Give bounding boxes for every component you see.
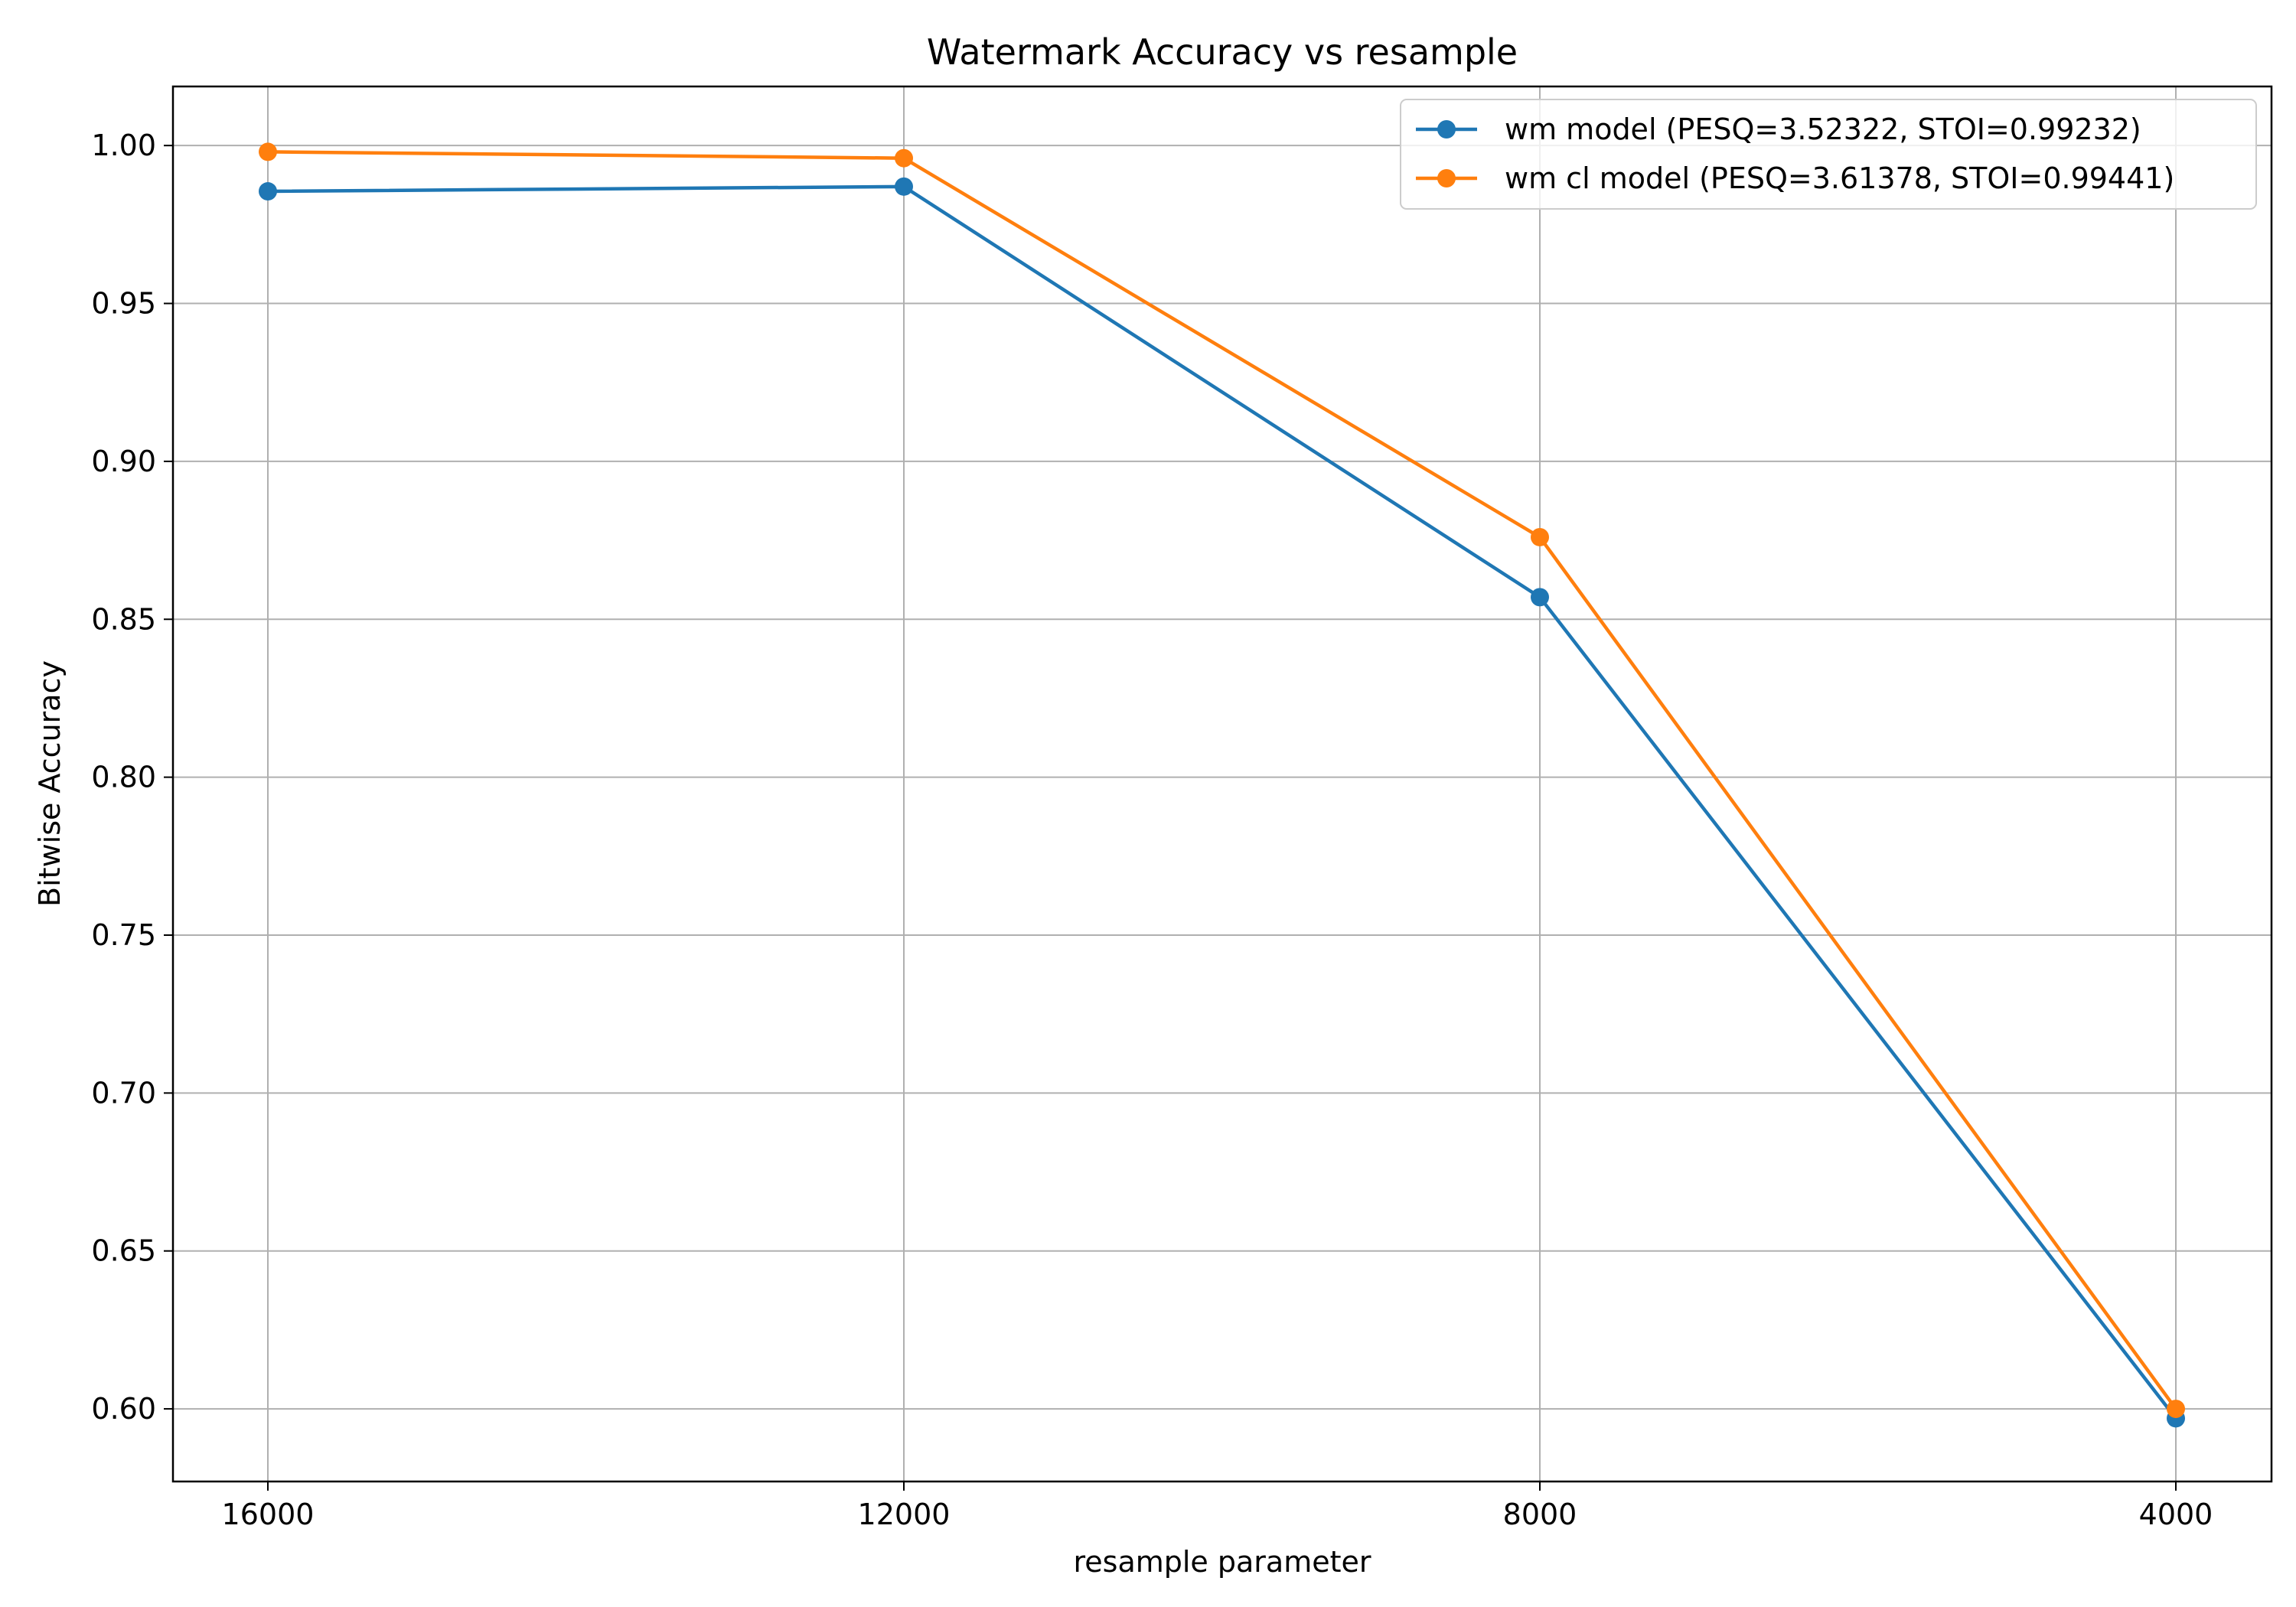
x-tick-label: 4000 — [2139, 1498, 2213, 1531]
chart-title: Watermark Accuracy vs resample — [927, 31, 1518, 73]
y-axis-ticks: 0.60 0.65 0.70 0.75 0.80 0.85 0.90 0.95 1.00 — [91, 129, 173, 1426]
y-tick-label: 0.65 — [91, 1234, 156, 1268]
legend-marker-series-2 — [1437, 169, 1456, 187]
y-tick-label: 0.70 — [91, 1076, 156, 1110]
series-1-point — [1531, 588, 1549, 607]
legend: wm model (PESQ=3.52322, STOI=0.99232) wm… — [1400, 99, 2257, 210]
series-2-point — [895, 148, 913, 168]
series-2-line — [266, 150, 2179, 1412]
y-tick-label: 0.60 — [91, 1392, 156, 1426]
x-tick-label: 12000 — [858, 1498, 951, 1531]
legend-marker-series-1 — [1437, 120, 1456, 139]
legend-label-series-1: wm model (PESQ=3.52322, STOI=0.99232) — [1505, 112, 2141, 146]
series-1-point — [895, 177, 913, 196]
series-2-point — [259, 142, 277, 161]
y-tick-label: 0.80 — [91, 761, 156, 794]
series-1-line — [266, 184, 2179, 1421]
series-layer — [259, 142, 2185, 1428]
series-2-point — [2167, 1400, 2185, 1419]
y-tick-label: 0.75 — [91, 918, 156, 952]
series-1-point — [259, 182, 277, 201]
series-2-point — [1531, 527, 1549, 546]
x-tick-label: 16000 — [222, 1498, 315, 1531]
y-tick-label: 0.95 — [91, 287, 156, 321]
y-tick-label: 0.85 — [91, 602, 156, 636]
y-tick-label: 0.90 — [91, 445, 156, 478]
y-axis-label: Bitwise Accuracy — [33, 660, 67, 907]
x-axis-label: resample parameter — [1073, 1545, 1371, 1579]
plot-area-frame — [171, 85, 2273, 1483]
legend-label-series-2: wm cl model (PESQ=3.61378, STOI=0.99441) — [1505, 161, 2174, 195]
x-tick-label: 8000 — [1503, 1498, 1577, 1531]
legend-frame — [1400, 99, 2257, 210]
y-tick-label: 1.00 — [91, 129, 156, 162]
x-axis-ticks: 16000 12000 8000 4000 — [222, 1482, 2213, 1531]
